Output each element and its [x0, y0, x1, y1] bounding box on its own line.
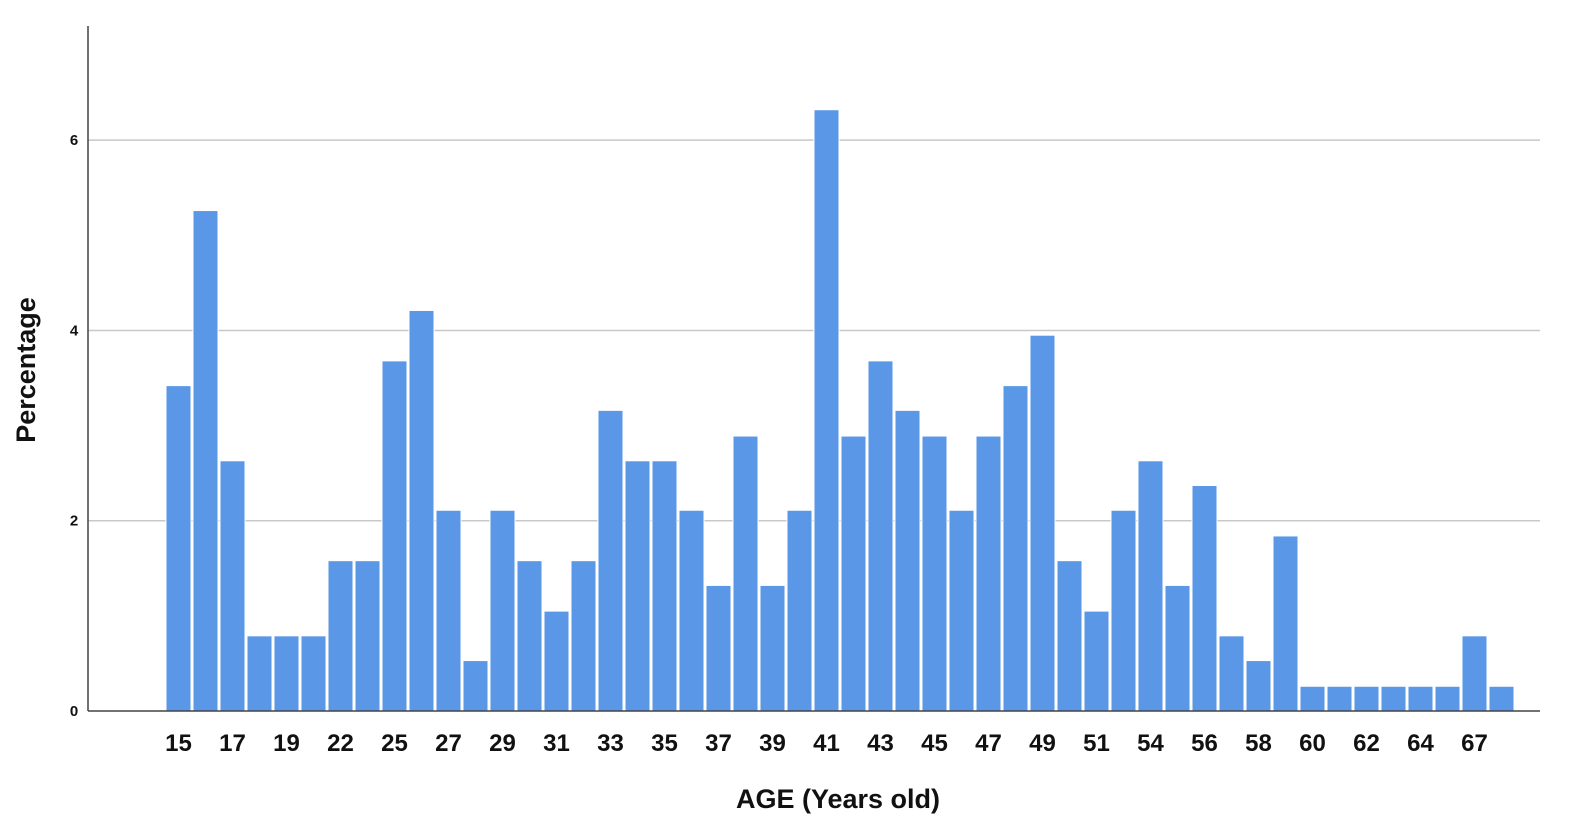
- bar-age-24: [354, 560, 381, 712]
- bar-age-33: [597, 409, 624, 712]
- bar-age-28: [462, 660, 489, 712]
- bar-age-61: [1326, 685, 1353, 712]
- x-axis-label: AGE (Years old): [736, 784, 940, 814]
- bar-age-41: [813, 109, 840, 712]
- y-tick-label-0: 0: [70, 703, 78, 720]
- bar-age-31: [543, 610, 570, 712]
- x-tick-label-17: 17: [219, 730, 246, 757]
- bar-age-34: [624, 460, 651, 712]
- bar-age-32: [570, 560, 597, 712]
- x-tick-label-29: 29: [489, 730, 516, 757]
- x-tick-label-37: 37: [705, 730, 732, 757]
- x-tick-label-64: 64: [1407, 730, 1434, 757]
- y-axis-label: Percentage: [11, 297, 41, 443]
- x-tick-label-27: 27: [435, 730, 462, 757]
- bar-age-64: [1407, 685, 1434, 712]
- bar-age-67: [1461, 635, 1488, 712]
- bar-age-39: [759, 584, 786, 712]
- bar-age-26: [408, 309, 435, 712]
- bar-age-17: [219, 460, 246, 712]
- x-tick-label-15: 15: [165, 730, 192, 757]
- bar-age-54: [1137, 460, 1164, 712]
- y-tick-labels: 0 2 4 6: [70, 132, 79, 720]
- bar-age-37: [705, 584, 732, 712]
- bar-age-47: [975, 435, 1002, 712]
- x-tick-label-62: 62: [1353, 730, 1380, 757]
- x-tick-label-51: 51: [1083, 730, 1110, 757]
- bar-age-30: [516, 560, 543, 712]
- bar-age-22: [327, 560, 354, 712]
- x-tick-label-35: 35: [651, 730, 678, 757]
- bar-age-68: [1488, 685, 1515, 712]
- bar-age-49: [1029, 334, 1056, 712]
- bar-age-27: [435, 509, 462, 712]
- bar-age-51: [1083, 610, 1110, 712]
- bar-age-15: [165, 385, 192, 712]
- bars: [165, 109, 1515, 712]
- x-tick-labels: 15 17 19 22 25 27 29 31 33 35 37 39 41 43 45 47 49 51 54 56…: [165, 730, 1488, 757]
- x-tick-label-33: 33: [597, 730, 624, 757]
- bar-age-60: [1299, 685, 1326, 712]
- bar-age-20: [300, 635, 327, 712]
- x-tick-label-58: 58: [1245, 730, 1272, 757]
- bar-age-50: [1056, 560, 1083, 712]
- bar-age-57: [1218, 635, 1245, 712]
- bar-age-55: [1164, 584, 1191, 712]
- bar-age-29: [489, 509, 516, 712]
- bar-age-42: [840, 435, 867, 712]
- bar-age-19: [273, 635, 300, 712]
- x-tick-label-39: 39: [759, 730, 786, 757]
- x-tick-label-25: 25: [381, 730, 408, 757]
- x-tick-label-67: 67: [1461, 730, 1488, 757]
- bar-age-56: [1191, 485, 1218, 712]
- x-tick-label-45: 45: [921, 730, 948, 757]
- bar-age-63: [1380, 685, 1407, 712]
- bar-age-62: [1353, 685, 1380, 712]
- y-tick-label-4: 4: [70, 322, 79, 339]
- x-tick-label-49: 49: [1029, 730, 1056, 757]
- bar-age-38: [732, 435, 759, 712]
- bar-age-43: [867, 360, 894, 712]
- bar-age-36: [678, 509, 705, 712]
- bar-age-53: [1110, 509, 1137, 712]
- x-tick-label-41: 41: [813, 730, 840, 757]
- x-tick-label-19: 19: [273, 730, 300, 757]
- bar-age-65: [1434, 685, 1461, 712]
- bar-age-48: [1002, 385, 1029, 712]
- bar-age-58: [1245, 660, 1272, 712]
- bar-age-25: [381, 360, 408, 712]
- x-tick-label-56: 56: [1191, 730, 1218, 757]
- bar-age-18: [246, 635, 273, 712]
- bar-age-40: [786, 509, 813, 712]
- bar-age-45: [921, 435, 948, 712]
- x-tick-label-47: 47: [975, 730, 1002, 757]
- x-tick-label-43: 43: [867, 730, 894, 757]
- bar-age-16: [192, 210, 219, 712]
- bar-age-35: [651, 460, 678, 712]
- y-tick-label-6: 6: [70, 132, 78, 149]
- x-tick-label-54: 54: [1137, 730, 1164, 757]
- bar-age-59: [1272, 535, 1299, 712]
- bar-age-44: [894, 409, 921, 712]
- x-tick-label-31: 31: [543, 730, 570, 757]
- x-tick-label-60: 60: [1299, 730, 1326, 757]
- y-tick-label-2: 2: [70, 513, 78, 530]
- bar-age-46: [948, 509, 975, 712]
- x-tick-label-22: 22: [327, 730, 354, 757]
- axes: [87, 26, 1540, 712]
